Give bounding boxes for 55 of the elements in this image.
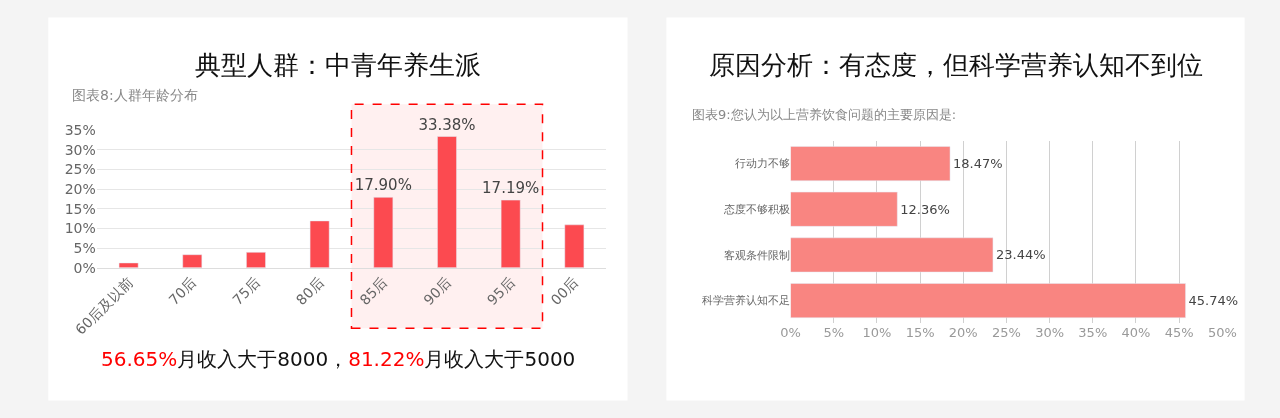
x-tick-label: 50% — [1207, 325, 1237, 341]
x-tick-label: 45% — [1164, 325, 1194, 341]
bar — [790, 146, 951, 181]
bar — [790, 237, 994, 273]
data-label: 23.44% — [995, 247, 1046, 263]
y-tick-label: 5% — [73, 239, 96, 256]
chart-subtitle: 图表8:人群年龄分布 — [72, 87, 198, 103]
x-tick-label: 15% — [905, 325, 935, 341]
y-tick-label: 行动力不够 — [734, 157, 790, 171]
chart-title: 典型人群：中青年养生派 — [195, 50, 481, 80]
x-tick-label: 35% — [1078, 325, 1108, 341]
x-tick-label: 40% — [1121, 325, 1151, 341]
x-tick-label: 30% — [1035, 325, 1065, 341]
data-label: 18.47% — [953, 156, 1003, 172]
text: 56.65%月收入大于8000，81.22%月收入大于5000 — [101, 347, 576, 371]
data-label: 45.74% — [1188, 293, 1239, 309]
y-tick-label: 客观条件限制 — [723, 248, 790, 262]
bar — [118, 262, 139, 268]
x-tick-label: 75后 — [229, 274, 264, 309]
y-tick-label: 科学营养认知不足 — [701, 294, 790, 308]
x-tick-label: 5% — [823, 325, 845, 341]
x-tick-label: 25% — [991, 325, 1021, 341]
x-tick-label: 10% — [862, 325, 892, 341]
data-label: 12.36% — [900, 201, 950, 217]
x-tick-label: 60后及以前 — [72, 274, 136, 338]
chart-title: 原因分析：有态度，但科学营养认知不到位 — [709, 50, 1203, 80]
y-tick-label: 25% — [64, 161, 96, 178]
bar — [309, 220, 330, 268]
y-tick-label: 态度不够积极 — [722, 203, 790, 217]
x-tick-label: 85后 — [356, 274, 391, 309]
bar — [437, 136, 457, 268]
bar — [564, 224, 585, 268]
data-label: 33.38% — [418, 115, 476, 134]
x-tick-label: 20% — [948, 325, 978, 341]
bar — [373, 197, 394, 268]
y-tick-label: 0% — [73, 259, 96, 276]
bar — [790, 283, 1186, 318]
y-tick-label: 20% — [64, 180, 96, 197]
y-tick-label: 10% — [64, 220, 96, 237]
x-tick-label: 95后 — [483, 274, 518, 309]
x-tick-label: 90后 — [420, 274, 455, 309]
data-label: 17.90% — [354, 176, 412, 195]
bar — [246, 252, 266, 268]
bar — [182, 254, 203, 268]
y-tick-label: 30% — [64, 141, 96, 158]
x-tick-label: 0% — [780, 325, 801, 341]
data-label: 17.19% — [482, 179, 540, 198]
y-tick-label: 35% — [64, 122, 96, 139]
x-tick-label: 80后 — [292, 274, 327, 309]
bar — [500, 199, 521, 268]
x-tick-label: 00后 — [547, 274, 582, 309]
chart-subtitle: 图表9:您认为以上营养饮食问题的主要原因是: — [692, 107, 957, 122]
x-tick-label: 70后 — [165, 274, 200, 309]
bar — [790, 191, 898, 227]
y-tick-label: 15% — [64, 200, 96, 217]
